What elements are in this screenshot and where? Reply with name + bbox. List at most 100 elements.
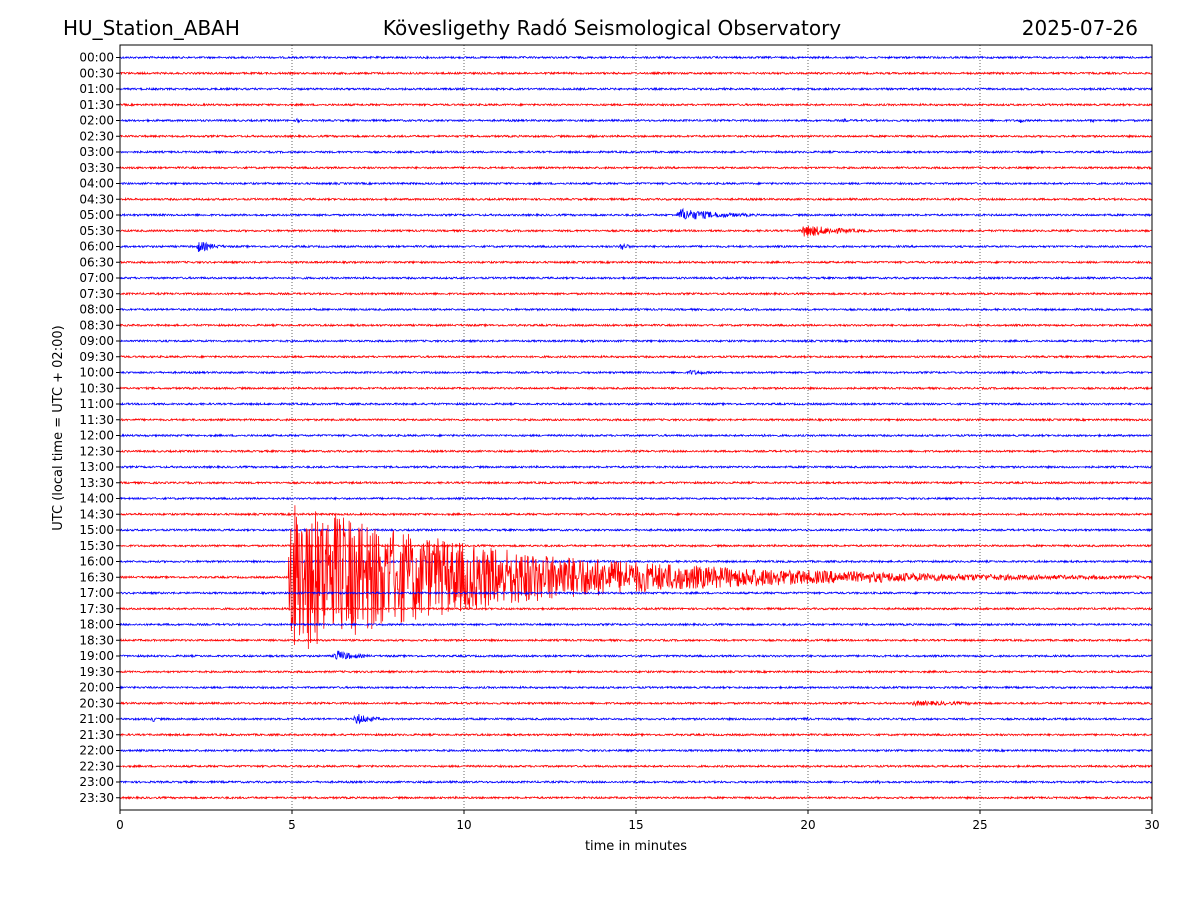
- trace-row: [119, 464, 1153, 470]
- x-axis-label: time in minutes: [585, 839, 687, 854]
- y-tick-label: 08:30: [79, 318, 114, 332]
- trace-row: [119, 226, 1153, 237]
- seismogram-traces: [119, 55, 1153, 801]
- station-label: HU_Station_ABAH: [63, 16, 240, 40]
- y-tick-label: 12:30: [79, 444, 114, 458]
- y-tick-label: 18:00: [79, 618, 114, 632]
- x-tick-label: 10: [456, 818, 471, 832]
- trace-row: [119, 86, 1153, 92]
- trace-row: [119, 133, 1153, 139]
- y-tick-label: 02:30: [79, 129, 114, 143]
- trace-row: [119, 527, 1153, 533]
- y-tick-label: 16:00: [79, 555, 114, 569]
- trace-row: [119, 480, 1153, 486]
- trace-row: [119, 732, 1153, 738]
- y-tick-label: 19:30: [79, 665, 114, 679]
- y-tick-label: 01:00: [79, 82, 114, 96]
- trace-row: [119, 795, 1153, 801]
- y-tick-label: 09:30: [79, 350, 114, 364]
- trace-row: [119, 448, 1153, 454]
- trace-row: [119, 70, 1153, 76]
- date-label: 2025-07-26: [1022, 16, 1138, 40]
- trace-row: [119, 637, 1153, 643]
- trace-row: [119, 369, 1153, 376]
- y-tick-label: 19:00: [79, 649, 114, 663]
- trace-row: [119, 241, 1153, 252]
- trace-row: [119, 685, 1153, 690]
- trace-row: [119, 401, 1153, 407]
- y-tick-label: 08:00: [79, 303, 114, 317]
- y-tick-label: 18:30: [79, 633, 114, 647]
- y-tick-label: 00:00: [79, 51, 114, 65]
- y-tick-label: 15:00: [79, 523, 114, 537]
- x-tick-label: 5: [288, 818, 296, 832]
- trace-row: [119, 207, 1153, 220]
- y-tick-label: 02:00: [79, 114, 114, 128]
- y-tick-label: 23:30: [79, 791, 114, 805]
- trace-row: [119, 417, 1153, 423]
- y-tick-label: 21:30: [79, 728, 114, 742]
- trace-row: [119, 165, 1153, 170]
- trace-row: [119, 291, 1153, 297]
- y-tick-label: 14:30: [79, 507, 114, 521]
- trace-row: [119, 322, 1153, 328]
- trace-row: [119, 714, 1153, 725]
- trace-row: [119, 559, 1153, 564]
- y-tick-label: 07:00: [79, 271, 114, 285]
- trace-row: [119, 117, 1153, 124]
- trace-row: [119, 275, 1153, 281]
- trace-row: [119, 606, 1153, 612]
- y-tick-label: 16:30: [79, 570, 114, 584]
- x-tick-label: 15: [628, 818, 643, 832]
- y-tick-label: 11:30: [79, 413, 114, 427]
- x-ticks: 0 5 10 15 20 25 30: [116, 810, 1160, 832]
- y-tick-label: 20:30: [79, 696, 114, 710]
- y-tick-label: 04:00: [79, 177, 114, 191]
- plot-frame: [119, 44, 1153, 811]
- y-tick-label: 00:30: [79, 66, 114, 80]
- y-tick-label: 14:00: [79, 492, 114, 506]
- y-tick-label: 23:00: [79, 775, 114, 789]
- y-tick-label: 03:30: [79, 161, 114, 175]
- trace-row: [119, 354, 1153, 360]
- y-tick-label: 13:30: [79, 476, 114, 490]
- trace-row: [119, 55, 1153, 60]
- trace-row: [119, 385, 1153, 391]
- trace-row: [119, 149, 1153, 155]
- y-tick-label: 13:00: [79, 460, 114, 474]
- trace-row: [119, 748, 1153, 753]
- trace-row: [119, 779, 1153, 785]
- trace-row: [119, 763, 1153, 769]
- y-tick-label: 11:00: [79, 397, 114, 411]
- y-tick-label: 07:30: [79, 287, 114, 301]
- y-tick-label: 01:30: [79, 98, 114, 112]
- y-tick-label: 05:30: [79, 224, 114, 238]
- trace-row: [119, 307, 1153, 312]
- trace-row: [119, 181, 1153, 186]
- y-tick-label: 10:30: [79, 381, 114, 395]
- trace-row: [119, 338, 1153, 344]
- trace-row: [119, 590, 1153, 596]
- x-tick-label: 20: [800, 818, 815, 832]
- x-tick-label: 25: [972, 818, 987, 832]
- y-tick-label: 20:00: [79, 681, 114, 695]
- y-tick-label: 06:00: [79, 240, 114, 254]
- trace-row: [119, 433, 1153, 438]
- trace-row: [119, 622, 1153, 627]
- x-tick-label: 30: [1144, 818, 1159, 832]
- trace-row: [119, 650, 1153, 660]
- y-axis-label: UTC (local time = UTC + 02:00): [51, 325, 66, 530]
- y-tick-label: 17:30: [79, 602, 114, 616]
- y-tick-label: 22:00: [79, 744, 114, 758]
- trace-row: [119, 496, 1153, 501]
- trace-row: [119, 259, 1153, 265]
- grid-lines: [291, 45, 981, 810]
- y-tick-label: 12:00: [79, 429, 114, 443]
- x-tick-label: 0: [116, 818, 124, 832]
- y-tick-label: 22:30: [79, 759, 114, 773]
- trace-row: [119, 669, 1153, 675]
- trace-row: [119, 102, 1153, 108]
- y-tick-label: 09:00: [79, 334, 114, 348]
- trace-row: [119, 505, 1153, 649]
